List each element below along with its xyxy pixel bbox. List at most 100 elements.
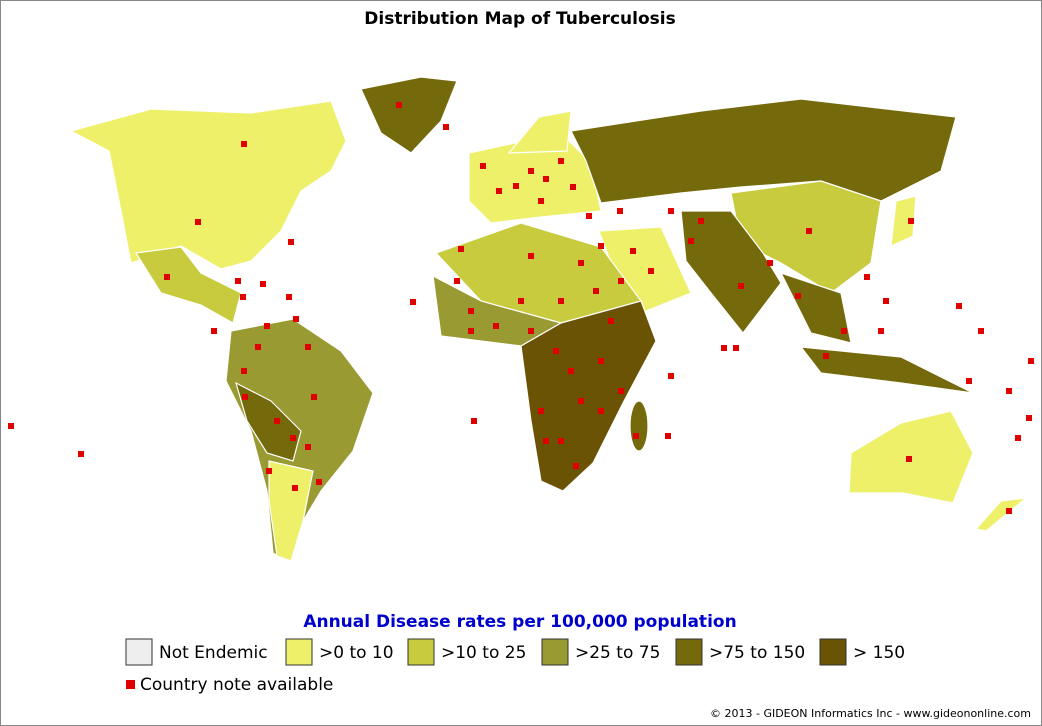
country-note-marker[interactable] bbox=[598, 408, 604, 414]
country-note-marker[interactable] bbox=[528, 328, 534, 334]
country-note-marker[interactable] bbox=[795, 293, 801, 299]
country-note-marker[interactable] bbox=[305, 444, 311, 450]
country-note-marker[interactable] bbox=[608, 318, 614, 324]
country-note-marker[interactable] bbox=[260, 281, 266, 287]
country-note-marker[interactable] bbox=[978, 328, 984, 334]
andes bbox=[235, 381, 302, 462]
country-note-marker[interactable] bbox=[688, 238, 694, 244]
country-note-marker[interactable] bbox=[733, 345, 739, 351]
legend-note-marker bbox=[126, 680, 135, 689]
country-note-marker[interactable] bbox=[1015, 435, 1021, 441]
country-note-marker[interactable] bbox=[288, 239, 294, 245]
country-note-marker[interactable] bbox=[578, 260, 584, 266]
country-note-marker[interactable] bbox=[1026, 415, 1032, 421]
country-note-marker[interactable] bbox=[266, 468, 272, 474]
country-note-marker[interactable] bbox=[274, 418, 280, 424]
country-note-marker[interactable] bbox=[264, 323, 270, 329]
country-note-marker[interactable] bbox=[1006, 508, 1012, 514]
country-note-marker[interactable] bbox=[908, 218, 914, 224]
country-note-marker[interactable] bbox=[956, 303, 962, 309]
country-note-marker[interactable] bbox=[573, 463, 579, 469]
country-note-marker[interactable] bbox=[471, 418, 477, 424]
country-note-marker[interactable] bbox=[293, 316, 299, 322]
country-note-marker[interactable] bbox=[241, 141, 247, 147]
country-note-marker[interactable] bbox=[518, 298, 524, 304]
country-note-marker[interactable] bbox=[883, 298, 889, 304]
country-note-marker[interactable] bbox=[593, 288, 599, 294]
country-note-marker[interactable] bbox=[966, 378, 972, 384]
country-note-marker[interactable] bbox=[578, 398, 584, 404]
country-note-marker[interactable] bbox=[538, 408, 544, 414]
country-note-marker[interactable] bbox=[240, 294, 246, 300]
country-note-marker[interactable] bbox=[668, 208, 674, 214]
country-note-marker[interactable] bbox=[396, 102, 402, 108]
country-note-marker[interactable] bbox=[242, 394, 248, 400]
country-note-marker[interactable] bbox=[1006, 388, 1012, 394]
country-note-marker[interactable] bbox=[767, 260, 773, 266]
country-note-marker[interactable] bbox=[558, 158, 564, 164]
country-note-marker[interactable] bbox=[806, 228, 812, 234]
country-note-marker[interactable] bbox=[454, 278, 460, 284]
country-note-marker[interactable] bbox=[290, 435, 296, 441]
country-note-marker[interactable] bbox=[211, 328, 217, 334]
country-note-marker[interactable] bbox=[538, 198, 544, 204]
country-note-marker[interactable] bbox=[648, 268, 654, 274]
country-note-marker[interactable] bbox=[721, 345, 727, 351]
country-note-marker[interactable] bbox=[468, 328, 474, 334]
country-note-marker[interactable] bbox=[841, 328, 847, 334]
country-note-marker[interactable] bbox=[543, 176, 549, 182]
country-note-marker[interactable] bbox=[241, 368, 247, 374]
country-note-marker[interactable] bbox=[1028, 358, 1034, 364]
country-note-marker[interactable] bbox=[235, 278, 241, 284]
legend-label: >0 to 10 bbox=[319, 643, 394, 663]
country-note-marker[interactable] bbox=[864, 274, 870, 280]
country-note-marker[interactable] bbox=[255, 344, 261, 350]
country-note-marker[interactable] bbox=[458, 246, 464, 252]
country-note-marker[interactable] bbox=[528, 253, 534, 259]
country-note-marker[interactable] bbox=[292, 485, 298, 491]
country-note-marker[interactable] bbox=[558, 438, 564, 444]
country-note-marker[interactable] bbox=[468, 308, 474, 314]
country-note-marker[interactable] bbox=[558, 298, 564, 304]
country-note-marker[interactable] bbox=[618, 278, 624, 284]
country-note-marker[interactable] bbox=[496, 188, 502, 194]
country-note-marker[interactable] bbox=[443, 124, 449, 130]
country-note-marker[interactable] bbox=[305, 344, 311, 350]
country-note-marker[interactable] bbox=[8, 423, 14, 429]
legend-label: Not Endemic bbox=[159, 643, 268, 663]
country-note-marker[interactable] bbox=[410, 299, 416, 305]
country-note-marker[interactable] bbox=[570, 184, 576, 190]
country-note-marker[interactable] bbox=[513, 183, 519, 189]
legend-swatch bbox=[285, 638, 313, 666]
country-note-marker[interactable] bbox=[698, 218, 704, 224]
country-note-marker[interactable] bbox=[618, 388, 624, 394]
legend-label: >10 to 25 bbox=[441, 643, 526, 663]
country-note-marker[interactable] bbox=[823, 353, 829, 359]
legend-swatch bbox=[125, 638, 153, 666]
country-note-marker[interactable] bbox=[528, 168, 534, 174]
country-note-marker[interactable] bbox=[311, 394, 317, 400]
country-note-marker[interactable] bbox=[286, 294, 292, 300]
country-note-marker[interactable] bbox=[195, 219, 201, 225]
country-note-marker[interactable] bbox=[906, 456, 912, 462]
country-note-marker[interactable] bbox=[480, 163, 486, 169]
country-note-marker[interactable] bbox=[568, 368, 574, 374]
country-note-marker[interactable] bbox=[164, 274, 170, 280]
country-note-marker[interactable] bbox=[493, 323, 499, 329]
country-note-marker[interactable] bbox=[553, 348, 559, 354]
country-note-marker[interactable] bbox=[586, 213, 592, 219]
country-note-marker[interactable] bbox=[598, 358, 604, 364]
country-note-marker[interactable] bbox=[878, 328, 884, 334]
country-note-marker[interactable] bbox=[668, 373, 674, 379]
country-note-marker[interactable] bbox=[316, 479, 322, 485]
country-note-marker[interactable] bbox=[630, 248, 636, 254]
country-note-marker[interactable] bbox=[665, 433, 671, 439]
country-note-marker[interactable] bbox=[738, 283, 744, 289]
country-note-marker[interactable] bbox=[78, 451, 84, 457]
country-note-marker[interactable] bbox=[598, 243, 604, 249]
country-note-marker[interactable] bbox=[617, 208, 623, 214]
country-note-marker[interactable] bbox=[543, 438, 549, 444]
country-note-marker[interactable] bbox=[633, 433, 639, 439]
copyright: © 2013 - GIDEON Informatics Inc - www.gi… bbox=[710, 707, 1031, 720]
